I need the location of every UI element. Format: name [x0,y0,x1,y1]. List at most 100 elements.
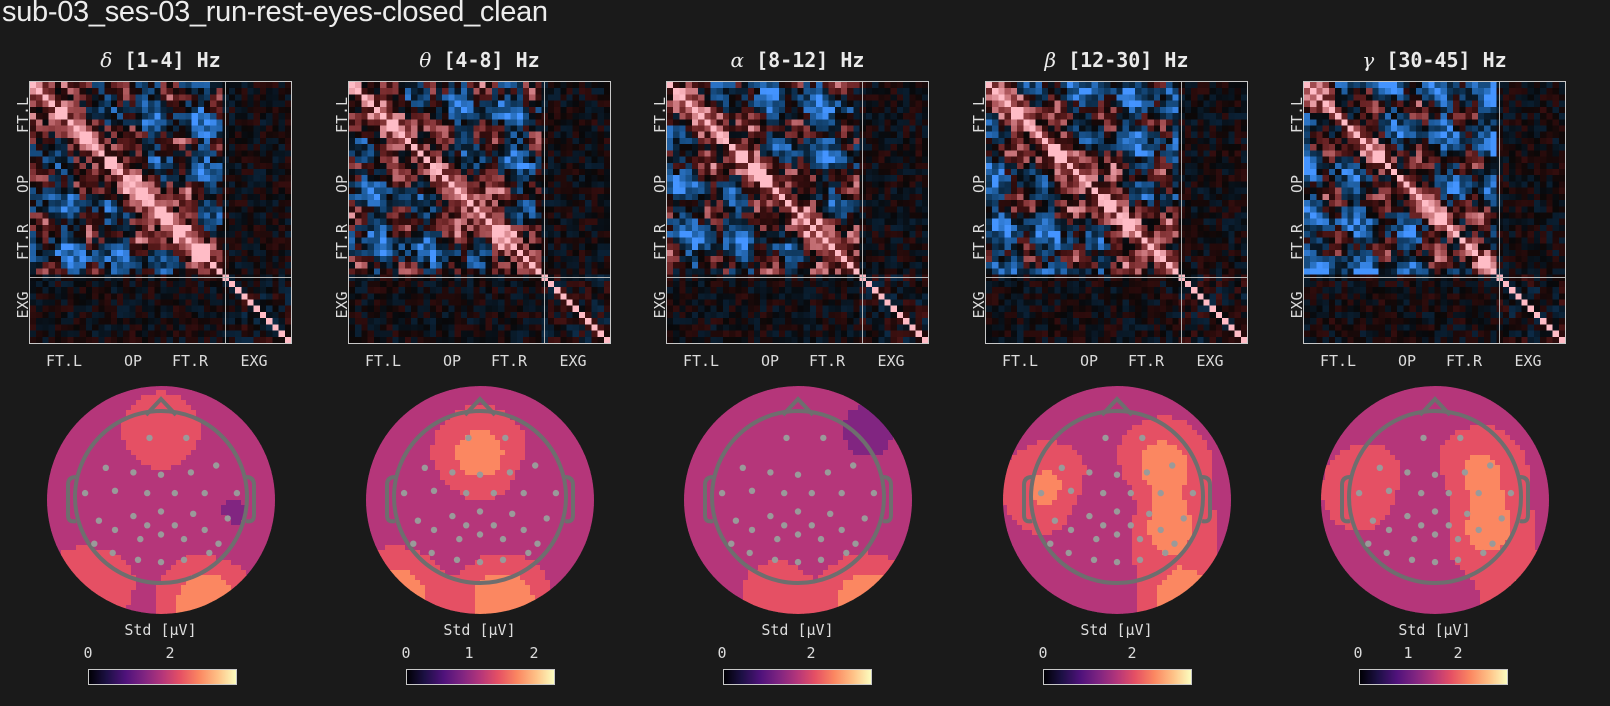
electrode-dot [180,556,188,563]
electrode-dot [430,487,438,494]
colorbar-tick: 2 [1127,644,1137,662]
electrode-dot [213,462,220,469]
band-panel-theta: θ [4-8] Hz FT.L OP FT.R EXG FT.L OP FT.R… [333,0,666,706]
colorbar-tick: 2 [165,644,175,662]
electrode-dot [532,462,539,469]
y-tick-label: FT.L [14,96,32,134]
electrode-dot [187,469,195,476]
electrode-dot [1498,515,1505,522]
electrode-dot [1457,434,1464,442]
x-tick-label: FT.L [682,352,720,370]
band-panel-gamma: γ [30-45] Hz FT.L OP FT.R EXG FT.L OP FT… [1288,0,1610,706]
group-divider [544,82,545,343]
electrode-dot [746,549,753,557]
electrode-dot [102,464,109,471]
electrode-dot [81,489,89,497]
electrode-dot [870,489,878,497]
band-symbol: α [730,48,745,72]
x-tick-label: FT.R [1127,352,1165,370]
band-range: [1-4] Hz [124,48,221,72]
colorbar-tick: 0 [83,644,93,662]
electrode-dot [1418,522,1425,529]
colorbar-tick: 2 [806,644,816,662]
electrode-dot [552,489,560,497]
electrode-dot [1086,469,1093,476]
electrode-dot [430,526,438,534]
y-tick-label: FT.R [970,223,988,261]
electrode-dot [1189,489,1197,497]
electrode-dot [820,434,827,442]
group-divider [862,82,863,343]
x-tick-label: FT.R [808,352,846,370]
colorbar-label: Std [μV] [761,621,834,639]
electrode-dot [1146,510,1153,517]
panel-title: θ [4-8] Hz [348,48,611,72]
electrode-dot [1162,549,1169,557]
electrode-dot [1464,510,1471,517]
electrode-dot [1369,517,1377,524]
figure-title: sub-03_ses-03_run-rest-eyes-closed_clean [2,0,548,28]
head-outline [703,396,893,585]
topomap [1003,386,1231,614]
electrode-dot [1100,522,1107,529]
panel-title: α [8-12] Hz [666,48,929,72]
x-tick-label: FT.R [171,352,209,370]
electrode-dot [781,489,788,497]
electrode-dot [1136,556,1144,563]
electrode-dot [183,434,190,442]
electrode-dot [1475,489,1482,497]
y-tick-label: OP [970,174,988,194]
colorbar-label: Std [μV] [124,621,197,639]
y-tick-label: FT.L [1288,96,1306,134]
electrode-dot [1404,512,1411,520]
electrode-dot [1090,556,1098,563]
electrode-dot [1454,556,1462,563]
electrode-dot [1136,535,1144,543]
x-tick-label: OP [760,352,780,370]
colorbar-tick: 0 [401,644,411,662]
electrode-dot [449,512,456,520]
electrode-dot [1365,540,1372,547]
electrode-dot [838,489,845,497]
electrode-dot [130,469,137,476]
electrode-dot [490,522,497,529]
electrode-dot [1383,549,1390,557]
electrode-dot [861,515,868,522]
electrode-dot [1445,522,1452,529]
electrode-dot [509,510,516,517]
colorbar-tick: 2 [1453,644,1463,662]
electrode-dot [91,540,98,547]
y-tick-label: FT.R [651,223,669,261]
panel-title: δ [1-4] Hz [29,48,292,72]
y-tick-label: EXG [970,291,988,319]
electrode-dot [476,471,484,478]
electrode-dot [843,549,850,557]
electrode-dot [1113,558,1121,566]
electrode-dot [1431,531,1439,538]
electrode-dot [1408,556,1416,563]
electrode-dot [534,540,541,547]
electrode-dot [1420,434,1427,442]
electrode-dot [1454,535,1462,543]
electrode-dot [157,558,165,566]
electrode-dot [1180,515,1187,522]
y-tick-label: FT.R [14,223,32,261]
electrode-dot [109,549,116,557]
topomap [1321,386,1549,614]
electrode-dot [817,556,825,563]
connectivity-matrix [666,81,929,344]
electrode-dot [838,526,845,534]
electrode-dot [506,469,514,476]
band-symbol: θ [419,48,432,72]
x-tick-label: FT.R [490,352,528,370]
colorbar-tick: 0 [1038,644,1048,662]
colorbar [1359,669,1508,685]
electrode-dot [144,489,151,497]
electrode-dot [111,526,119,534]
electrode-dot [1102,434,1109,442]
colorbar-tick: 1 [464,644,474,662]
colorbar [88,669,237,685]
x-tick-label: FT.L [364,352,402,370]
electrode-dot [1480,549,1487,557]
head-outline [1022,396,1212,585]
